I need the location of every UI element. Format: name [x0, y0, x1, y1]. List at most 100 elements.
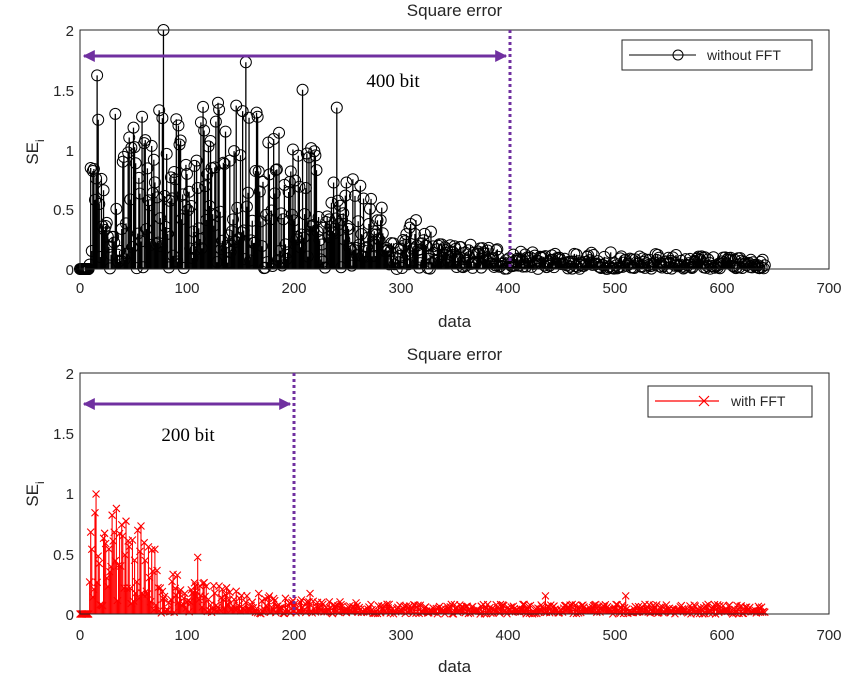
data-point	[346, 173, 359, 186]
data-point	[417, 234, 430, 247]
data-point	[520, 600, 528, 609]
data-point	[705, 608, 714, 617]
data-point	[136, 547, 144, 556]
x-tick-label: 400	[495, 627, 520, 644]
data-point	[107, 230, 120, 243]
annotation-label: 400 bit	[366, 71, 420, 92]
data-point	[107, 562, 115, 571]
data-point	[133, 187, 146, 200]
y-axis: 0 0.5 1 1.5 2	[53, 366, 74, 624]
data-point	[298, 208, 311, 221]
data-point	[241, 598, 250, 607]
data-point	[163, 194, 176, 207]
data-point	[116, 155, 129, 168]
data-point	[371, 214, 384, 227]
data-point	[495, 609, 504, 617]
data-point	[189, 243, 202, 256]
data-point	[214, 205, 227, 218]
data-point	[142, 194, 155, 207]
data-point	[319, 261, 332, 274]
data-point	[408, 227, 421, 240]
data-point	[141, 162, 154, 175]
y-axis-label: SEi	[23, 481, 47, 506]
data-point	[725, 601, 734, 610]
data-point	[115, 529, 124, 538]
data-point	[745, 261, 758, 274]
data-point	[141, 556, 150, 565]
x-tick-label: 500	[602, 280, 627, 297]
data-point	[397, 233, 410, 246]
data-point	[172, 119, 185, 132]
data-point	[202, 140, 215, 153]
data-point	[297, 231, 310, 244]
chart-title: Square error	[407, 1, 503, 20]
data-point	[192, 588, 201, 597]
data-point	[121, 551, 129, 559]
data-point	[760, 608, 769, 617]
x-tick-label: 600	[709, 627, 734, 644]
data-point	[92, 490, 100, 498]
y-tick-label: 1	[66, 486, 74, 503]
data-point	[177, 261, 190, 274]
x-tick-label: 200	[281, 627, 306, 644]
data-point	[248, 236, 261, 249]
data-point	[120, 217, 133, 230]
data-point	[276, 259, 289, 272]
data-point	[162, 261, 175, 274]
data-point	[125, 542, 134, 551]
data-point	[159, 594, 168, 603]
chart-title: Square error	[407, 345, 503, 364]
data-point	[99, 534, 108, 543]
data-point	[237, 224, 250, 237]
data-point	[301, 250, 314, 263]
data-point	[254, 589, 263, 598]
data-point	[221, 590, 230, 599]
plot-frame	[79, 372, 830, 615]
data-point	[325, 196, 338, 209]
data-point	[240, 200, 253, 213]
data-point	[140, 223, 153, 236]
data-point	[130, 556, 139, 565]
data-point	[678, 261, 691, 274]
data-point	[110, 202, 123, 215]
data-point	[233, 231, 246, 244]
data-point	[117, 150, 130, 163]
data-point	[92, 113, 105, 126]
data-point	[621, 592, 630, 600]
data-point	[234, 149, 247, 162]
data-point	[151, 545, 159, 554]
data-point	[269, 164, 282, 177]
data-point	[476, 242, 489, 255]
data-point	[225, 225, 238, 238]
data-point	[310, 164, 323, 177]
data-point	[93, 198, 106, 211]
data-point	[418, 227, 431, 240]
data-point	[732, 609, 740, 617]
data-point	[179, 158, 192, 171]
data-point	[235, 226, 248, 239]
data-point	[339, 189, 352, 202]
data-point	[244, 605, 252, 614]
data-point	[156, 584, 165, 592]
data-point	[94, 552, 103, 561]
data-point	[129, 157, 142, 170]
data-point	[355, 228, 368, 241]
data-point	[143, 199, 156, 212]
data-point	[171, 255, 184, 268]
data-point	[131, 589, 140, 598]
data-point	[399, 235, 412, 248]
data-point	[269, 594, 278, 603]
data-point	[244, 254, 257, 267]
data-point	[316, 255, 329, 268]
data-point	[402, 258, 415, 271]
data-point	[482, 241, 495, 254]
data-point	[651, 608, 660, 617]
data-point	[149, 237, 162, 250]
data-point	[758, 259, 771, 272]
data-point	[168, 577, 176, 586]
data-point	[197, 100, 210, 113]
data-point	[113, 244, 126, 257]
data-point	[103, 582, 112, 591]
data-point	[383, 258, 396, 271]
data-point	[123, 584, 131, 593]
